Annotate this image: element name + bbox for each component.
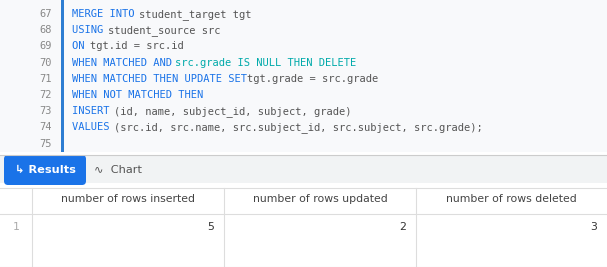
Text: 67: 67 xyxy=(39,9,52,19)
Text: ON: ON xyxy=(72,41,91,52)
Text: 74: 74 xyxy=(39,122,52,132)
Text: ↳ Results: ↳ Results xyxy=(15,165,75,175)
Text: tgt.id = src.id: tgt.id = src.id xyxy=(90,41,184,52)
Text: MERGE INTO: MERGE INTO xyxy=(72,9,141,19)
Text: 70: 70 xyxy=(39,58,52,68)
Text: WHEN MATCHED THEN UPDATE SET: WHEN MATCHED THEN UPDATE SET xyxy=(72,74,253,84)
Text: 72: 72 xyxy=(39,90,52,100)
Text: 3: 3 xyxy=(590,222,597,232)
Bar xyxy=(0,155,607,183)
Text: number of rows deleted: number of rows deleted xyxy=(446,194,577,204)
Text: VALUES: VALUES xyxy=(72,122,116,132)
Text: 2: 2 xyxy=(399,222,406,232)
Text: src.grade IS NULL THEN DELETE: src.grade IS NULL THEN DELETE xyxy=(175,58,356,68)
Text: WHEN MATCHED AND: WHEN MATCHED AND xyxy=(72,58,178,68)
Text: 68: 68 xyxy=(39,25,52,35)
Text: USING: USING xyxy=(72,25,109,35)
Text: student_source src: student_source src xyxy=(108,25,221,36)
Text: 75: 75 xyxy=(39,139,52,149)
Text: 71: 71 xyxy=(39,74,52,84)
Text: 73: 73 xyxy=(39,106,52,116)
Bar xyxy=(0,0,607,152)
Text: number of rows updated: number of rows updated xyxy=(253,194,387,204)
Text: WHEN NOT MATCHED THEN: WHEN NOT MATCHED THEN xyxy=(72,90,203,100)
Text: (src.id, src.name, src.subject_id, src.subject, src.grade);: (src.id, src.name, src.subject_id, src.s… xyxy=(114,122,483,133)
Text: ∿  Chart: ∿ Chart xyxy=(94,165,142,175)
Text: 5: 5 xyxy=(207,222,214,232)
Text: tgt.grade = src.grade: tgt.grade = src.grade xyxy=(248,74,379,84)
Text: 1: 1 xyxy=(13,222,19,232)
Bar xyxy=(0,188,607,267)
Bar xyxy=(61,0,64,152)
FancyBboxPatch shape xyxy=(4,155,86,185)
Text: INSERT: INSERT xyxy=(72,106,116,116)
Text: (id, name, subject_id, subject, grade): (id, name, subject_id, subject, grade) xyxy=(114,106,352,117)
Text: 69: 69 xyxy=(39,41,52,52)
Text: student_target tgt: student_target tgt xyxy=(138,9,251,20)
Text: number of rows inserted: number of rows inserted xyxy=(61,194,195,204)
